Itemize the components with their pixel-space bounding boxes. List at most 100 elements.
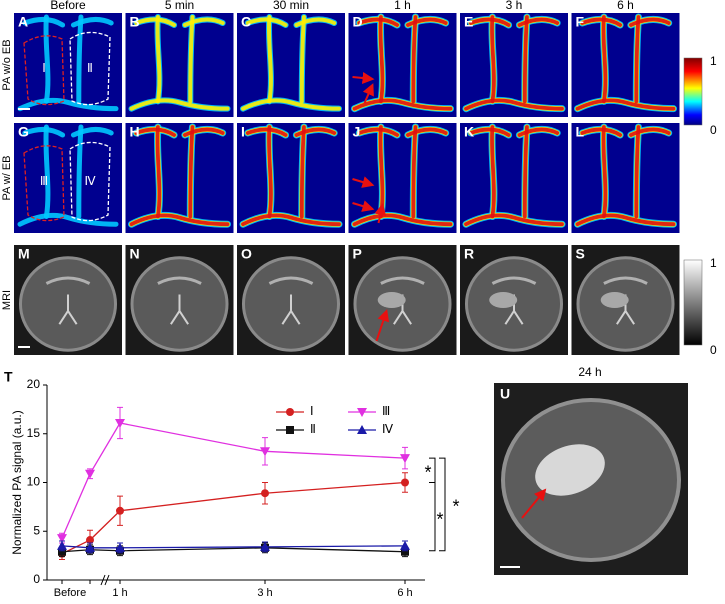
vessel [357,17,399,27]
ventricle [380,276,425,285]
panel-letter: T [4,369,13,385]
marker [401,478,409,487]
column-header: 5 min [165,0,194,12]
annotation: * [436,509,443,529]
marker [261,489,269,498]
image-panel [571,245,680,355]
arrow [375,309,390,342]
arrow [362,83,374,104]
vessel [378,125,385,219]
vessel [378,15,385,104]
panel-letter: A [18,14,28,30]
vessel [134,127,176,137]
ventricle [491,276,537,285]
annotation: * [452,497,459,517]
vessel [299,125,306,219]
colorbar [683,57,703,126]
vessel [601,125,608,219]
column-header: 6 h [617,0,634,12]
marker [401,547,409,556]
region-label: Ⅰ [42,61,46,75]
legend-label: Ⅱ [310,422,316,436]
ventricle [281,294,301,325]
vessel [183,127,225,137]
arrow [352,176,375,188]
vessel [634,15,641,104]
image-panel [460,123,568,233]
image-panel [14,13,122,117]
vessel [580,17,622,27]
arrow [374,203,387,224]
marker [85,542,95,552]
region-outline [23,35,65,106]
marker [57,534,67,544]
vessel [629,127,671,137]
vessel [464,98,564,111]
lesion [600,292,629,308]
vessel [629,17,671,27]
vessel [411,125,418,219]
panel-letter: D [353,14,363,30]
vessel [155,15,162,104]
marker [260,447,270,457]
x-tick-label: 6 h [397,587,412,599]
panel-letter: I [241,124,245,140]
lesion [377,292,406,308]
y-tick-label: 15 [27,426,41,440]
image-panel [125,123,234,233]
panel-letter: M [18,246,30,262]
vessel [245,127,288,137]
vessel [299,15,306,104]
panel-letter: B [130,14,140,30]
region-outline [69,141,111,222]
vessel [294,127,337,137]
vessel [241,213,341,227]
vessel [522,125,529,219]
panel-letter: F [576,14,585,30]
column-header: Before [50,0,86,12]
image-panel [125,245,234,355]
vessel [134,17,177,27]
image-panel [571,13,680,117]
vessel [406,127,448,137]
marker [115,419,125,429]
marker [286,426,294,434]
y-tick-label: 10 [27,475,41,489]
panel-letter: J [353,124,361,140]
vessel [490,15,496,104]
vessel [266,15,273,104]
vessel [155,125,162,219]
bracket [439,457,446,552]
vessel [406,17,448,27]
marker [116,506,124,515]
x-tick-label: Before [54,587,86,599]
vessel [182,17,225,27]
column-header: 3 h [506,0,523,12]
x-tick-label: 1 h [112,587,127,599]
legend-label: Ⅲ [382,404,390,418]
vessel [22,17,66,28]
marker [115,542,125,552]
image-panel [460,245,568,355]
image-panel [460,13,568,117]
ventricle [268,276,314,285]
image-panel [348,245,457,355]
vessel [76,124,84,219]
column-header: 1 h [394,0,411,12]
vessel [575,98,676,111]
vessel [245,17,288,27]
marker [286,408,294,416]
vessel [634,125,641,219]
image-panel [237,245,345,355]
panel-letter: N [130,246,140,262]
pa-image [14,13,122,117]
vessel [267,125,273,219]
vessel [17,212,119,227]
vessel [76,14,84,104]
panel-letter: O [241,246,252,262]
panel-letter: L [576,124,585,140]
region-label: Ⅳ [84,174,95,188]
lesion [535,444,605,496]
vessel [468,17,511,27]
